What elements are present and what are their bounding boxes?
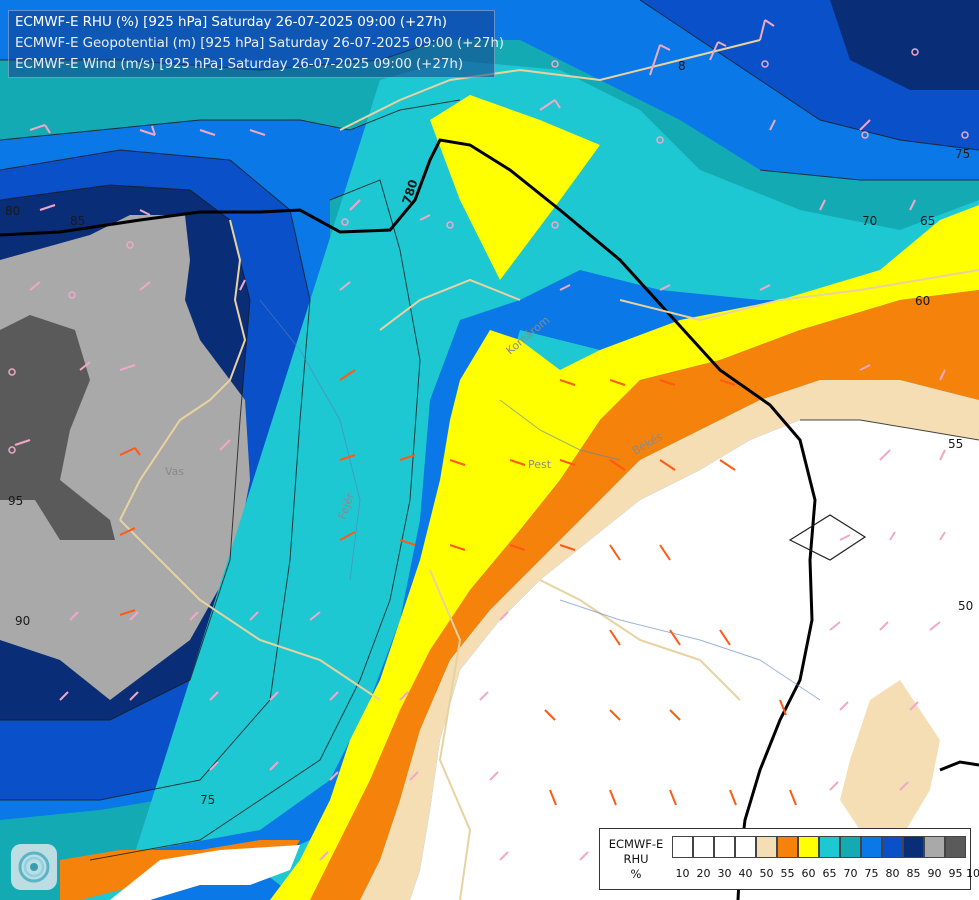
legend-tick-label: 65	[822, 867, 837, 880]
ecmwf-swirl-icon	[11, 844, 57, 890]
fill-yellow-south	[270, 205, 979, 900]
legend-tick-label: 30	[717, 867, 732, 880]
rh-label-50: 50	[958, 599, 973, 613]
fill-ne-90	[830, 0, 979, 90]
legend-swatch	[903, 836, 924, 858]
fill-white	[410, 420, 979, 900]
legend-title-line1: ECMWF-E	[608, 837, 664, 851]
wind-barbs-pink	[14, 19, 946, 861]
legend-swatches	[672, 836, 966, 858]
legend-swatch	[861, 836, 882, 858]
legend-swatch	[819, 836, 840, 858]
legend-swatch	[945, 836, 966, 858]
rh-label-70: 70	[862, 214, 877, 228]
fill-yellow-north	[430, 95, 600, 280]
legend-swatch	[693, 836, 714, 858]
legend-swatch	[756, 836, 777, 858]
geopotential-contour-se	[939, 760, 979, 772]
place-label-vas: Vas	[165, 465, 184, 478]
legend-swatch	[882, 836, 903, 858]
legend-tick-label: 40	[738, 867, 753, 880]
legend-swatch	[735, 836, 756, 858]
rh-label-80: 80	[5, 204, 20, 218]
legend-swatch	[840, 836, 861, 858]
legend-swatch	[798, 836, 819, 858]
legend-title: ECMWF-E RHU %	[602, 837, 670, 882]
legend-title-line2: RHU	[623, 852, 649, 866]
legend-tick-label: 95	[948, 867, 963, 880]
geopotential-780-contour	[0, 138, 817, 900]
legend-tick-label: 70	[843, 867, 858, 880]
rh-label-60: 60	[915, 294, 930, 308]
legend-tick-label: 85	[906, 867, 921, 880]
rivers	[259, 299, 821, 701]
legend-tick-label: 50	[759, 867, 774, 880]
legend-title-line3: %	[630, 867, 642, 881]
rh-label-8: 8	[678, 59, 686, 73]
legend-tick-label: 90	[927, 867, 942, 880]
legend-swatch	[714, 836, 735, 858]
color-legend: ECMWF-E RHU % 10 20 30 40 50 55 60 65 70 75 80 85 90…	[599, 828, 979, 890]
rh-label-95: 95	[8, 494, 23, 508]
wind-barbs-orange	[119, 369, 797, 806]
legend-tick-label: 80	[885, 867, 900, 880]
wind-calm-markers	[8, 48, 969, 454]
legend-tick-label: 20	[696, 867, 711, 880]
legend-tick-label: 10	[675, 867, 690, 880]
header-title-rhu: ECMWF-E RHU (%) [925 hPa] Saturday 26-07…	[15, 14, 447, 30]
map-header: ECMWF-E RHU (%) [925 hPa] Saturday 26-07…	[8, 10, 504, 78]
header-title-geopotential: ECMWF-E Geopotential (m) [925 hPa] Satur…	[15, 35, 504, 51]
rh-label-55: 55	[948, 437, 963, 451]
legend-swatch	[777, 836, 798, 858]
legend-tick-label: 60	[801, 867, 816, 880]
legend-tick-label: 55	[780, 867, 795, 880]
rh-label-85: 85	[70, 214, 85, 228]
country-borders	[119, 39, 979, 900]
legend-tick-label: 75	[864, 867, 879, 880]
legend-ticks: 10 20 30 40 50 55 60 65 70 75 80 85 90 95100	[672, 867, 979, 881]
legend-tick-label: 100	[966, 867, 979, 880]
header-title-wind: ECMWF-E Wind (m/s) [925 hPa] Saturday 26…	[15, 56, 463, 72]
fill-w-100	[0, 315, 115, 540]
fill-white-sw	[110, 845, 300, 900]
legend-swatch	[924, 836, 945, 858]
place-label-pest: Pest	[528, 458, 552, 471]
rh-label-65: 65	[920, 214, 935, 228]
region-outline	[788, 514, 867, 561]
fill-wheat-se	[840, 680, 940, 840]
rh-label-75-right: 75	[955, 147, 970, 161]
fill-orange	[310, 290, 979, 900]
fill-wheat	[360, 380, 979, 900]
rh-label-90: 90	[15, 614, 30, 628]
legend-swatch	[672, 836, 693, 858]
rh-label-75-bottom: 75	[200, 793, 215, 807]
